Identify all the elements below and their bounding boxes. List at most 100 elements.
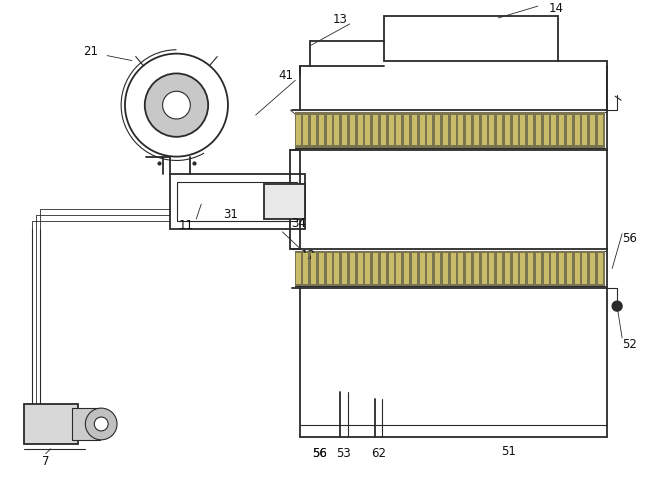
Bar — [551, 115, 556, 145]
Bar — [433, 253, 434, 284]
Bar — [572, 115, 574, 145]
Text: 11: 11 — [179, 219, 194, 232]
Bar — [425, 115, 426, 145]
Bar — [528, 115, 533, 145]
Bar — [556, 115, 558, 145]
Bar — [495, 253, 497, 284]
Bar — [595, 115, 597, 145]
Bar — [378, 253, 380, 284]
Bar — [435, 253, 440, 284]
Bar — [410, 115, 411, 145]
Bar — [381, 253, 386, 284]
Bar — [458, 115, 463, 145]
Bar — [489, 115, 495, 145]
Bar — [296, 115, 301, 145]
Bar — [556, 253, 558, 284]
Bar — [350, 115, 355, 145]
Bar — [541, 253, 543, 284]
Bar — [295, 251, 605, 286]
Bar — [443, 115, 448, 145]
Bar — [435, 115, 440, 145]
Bar — [489, 253, 495, 284]
Bar — [402, 253, 404, 284]
Bar — [521, 253, 525, 284]
Text: 56: 56 — [313, 447, 328, 460]
Bar — [543, 253, 549, 284]
Bar — [301, 253, 303, 284]
Bar — [350, 253, 355, 284]
Bar — [324, 115, 326, 145]
Text: 52: 52 — [623, 338, 638, 351]
Text: 62: 62 — [371, 447, 386, 460]
Bar — [526, 115, 527, 145]
Bar — [404, 253, 410, 284]
Bar — [389, 253, 394, 284]
Bar — [543, 115, 549, 145]
Bar — [510, 115, 512, 145]
Bar — [358, 115, 363, 145]
Bar — [551, 253, 556, 284]
Bar — [363, 253, 365, 284]
Bar — [502, 253, 504, 284]
Bar — [396, 115, 402, 145]
Text: 12: 12 — [301, 249, 316, 262]
Bar — [347, 115, 349, 145]
Bar — [564, 253, 566, 284]
Bar — [482, 115, 487, 145]
Bar — [339, 253, 341, 284]
Text: 34: 34 — [291, 217, 306, 230]
Bar — [332, 253, 333, 284]
Bar — [381, 115, 386, 145]
Bar — [355, 115, 357, 145]
Bar — [497, 253, 502, 284]
Bar — [412, 115, 417, 145]
Bar — [603, 253, 605, 284]
Bar — [495, 115, 497, 145]
Bar — [526, 253, 527, 284]
Bar — [365, 253, 370, 284]
Bar — [384, 16, 558, 61]
Bar — [394, 253, 396, 284]
Bar — [170, 175, 306, 229]
Bar — [534, 253, 535, 284]
Bar — [420, 253, 424, 284]
Text: 7: 7 — [42, 455, 49, 468]
Bar — [603, 115, 605, 145]
Bar — [575, 253, 580, 284]
Bar — [510, 253, 512, 284]
Text: 56: 56 — [623, 232, 638, 246]
Bar — [598, 253, 603, 284]
Bar — [373, 253, 378, 284]
Bar — [389, 115, 394, 145]
Bar — [309, 253, 311, 284]
Bar — [365, 115, 370, 145]
Bar — [417, 253, 419, 284]
Bar — [370, 253, 372, 284]
Bar — [518, 115, 519, 145]
Bar — [502, 115, 504, 145]
Bar — [567, 253, 572, 284]
Bar — [466, 115, 471, 145]
Bar — [396, 253, 402, 284]
Bar — [471, 115, 473, 145]
Bar — [332, 115, 333, 145]
Bar — [428, 253, 432, 284]
Bar — [282, 191, 294, 207]
Bar — [518, 253, 519, 284]
Bar — [497, 115, 502, 145]
Bar — [582, 115, 588, 145]
Text: 41: 41 — [278, 69, 293, 82]
Bar — [304, 115, 309, 145]
Circle shape — [145, 73, 208, 137]
Text: 53: 53 — [337, 447, 351, 460]
Bar — [567, 115, 572, 145]
Text: 21: 21 — [83, 45, 98, 58]
Bar — [513, 253, 517, 284]
Bar — [541, 115, 543, 145]
Bar — [319, 253, 324, 284]
Bar — [319, 115, 324, 145]
Bar — [588, 253, 590, 284]
Bar — [334, 253, 339, 284]
Bar — [327, 253, 332, 284]
Bar — [264, 184, 306, 219]
